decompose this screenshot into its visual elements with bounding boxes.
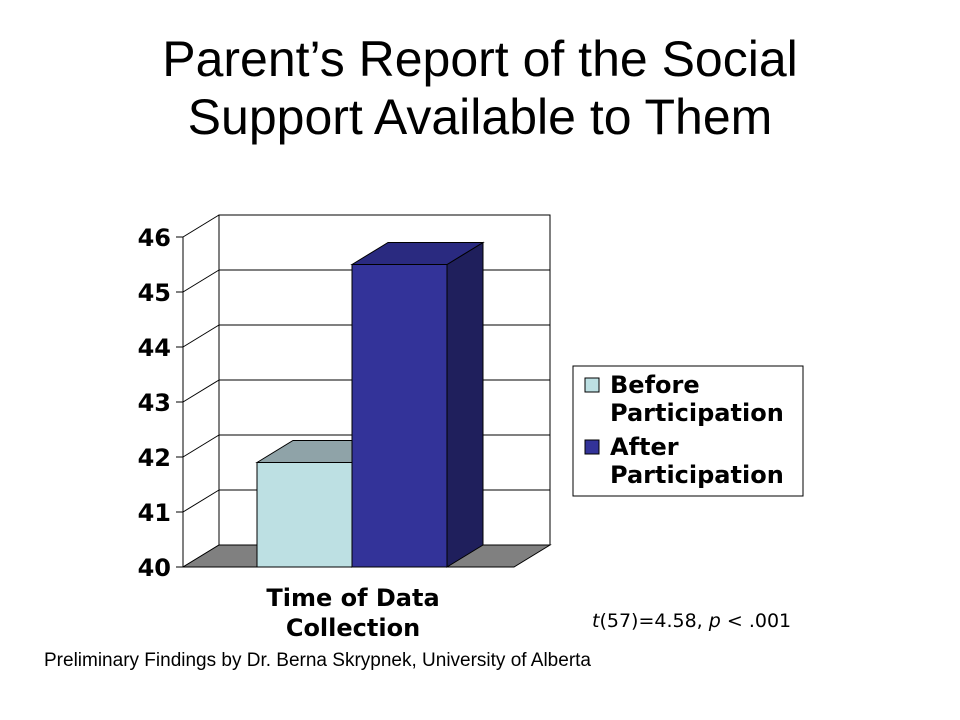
legend-label-0-0: Before: [610, 371, 700, 399]
statistic-text: t(57)=4.58, p < .001: [592, 610, 791, 632]
x-axis-label-line-2: Collection: [286, 614, 420, 642]
y-tick-label: 42: [138, 444, 171, 472]
x-axis-label-line-1: Time of Data: [266, 584, 439, 612]
y-tick-label: 44: [138, 334, 171, 362]
side-wall-gridline: [182, 214, 220, 238]
legend-label-1-0: After: [610, 433, 679, 461]
legend-swatch-0: [584, 377, 600, 393]
side-wall-gridline: [182, 269, 220, 293]
title-line-1: Parent’s Report of the Social: [162, 31, 798, 87]
p-value: < .001: [720, 610, 792, 632]
side-wall-gridline: [182, 434, 220, 458]
y-tick-label: 43: [138, 389, 171, 417]
bar-1: [351, 264, 448, 568]
bar-side-1: [446, 241, 484, 568]
t-value: (57)=4.58,: [599, 610, 709, 632]
title-line-2: Support Available to Them: [187, 89, 773, 145]
legend-swatch-1: [584, 439, 600, 455]
side-wall-gridline: [182, 379, 220, 403]
y-tick-label: 40: [138, 554, 171, 582]
side-wall-gridline: [182, 324, 220, 348]
y-tick-label: 46: [138, 224, 171, 252]
bar-0: [256, 462, 353, 568]
chart-title: Parent’s Report of the Social Support Av…: [60, 30, 900, 146]
footer-credit: Preliminary Findings by Dr. Berna Skrypn…: [44, 650, 591, 671]
t-label: t: [592, 610, 600, 632]
legend-label-0-1: Participation: [610, 399, 784, 427]
y-tick-label: 41: [138, 499, 171, 527]
p-label: p: [708, 610, 721, 632]
legend-label-1-1: Participation: [610, 461, 784, 489]
side-wall-gridline: [182, 489, 220, 513]
legend-box: [572, 365, 804, 497]
y-tick-label: 45: [138, 279, 171, 307]
